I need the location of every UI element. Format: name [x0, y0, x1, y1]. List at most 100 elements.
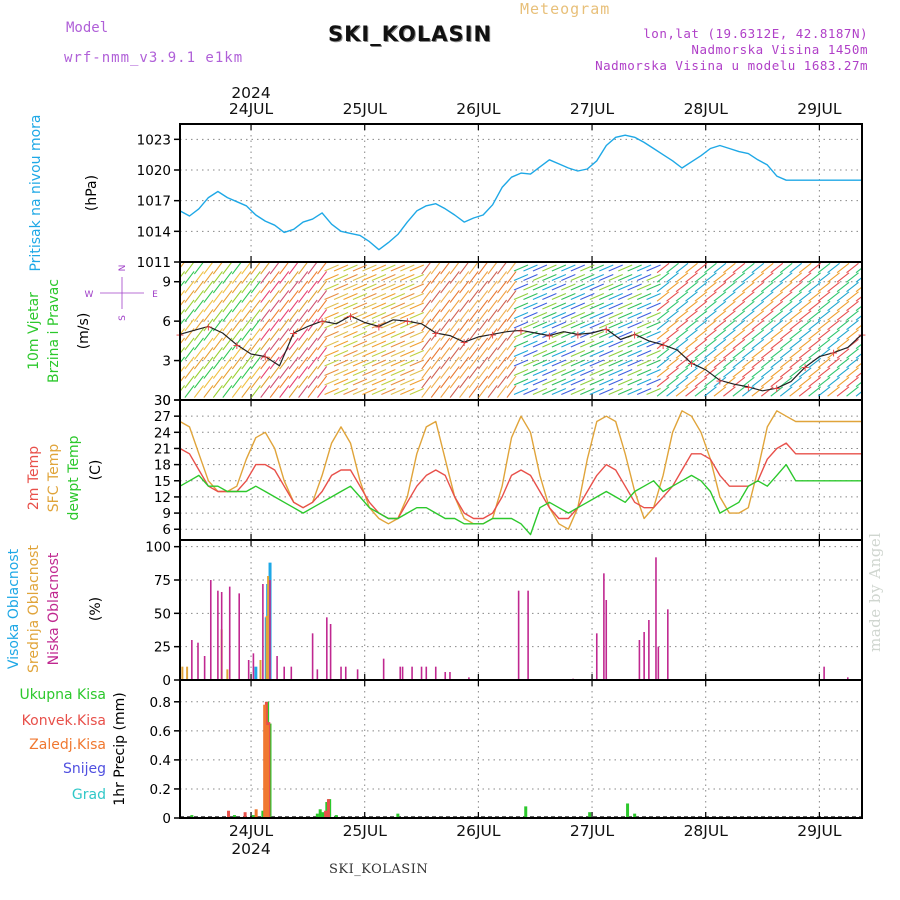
wind-barb — [269, 366, 280, 379]
wind-barb — [212, 280, 223, 294]
wind-barb — [808, 310, 821, 321]
wind-gust-mark: + — [772, 382, 781, 395]
wind-barb — [704, 291, 717, 302]
wind-barb — [742, 367, 755, 378]
wind-barb — [333, 330, 349, 339]
precip-legend-item: Grad — [72, 787, 106, 803]
wind-barb — [675, 357, 689, 369]
wind-barb — [551, 264, 567, 272]
compass-south-label: S — [118, 315, 128, 321]
wind-barb — [836, 262, 850, 274]
wind-barb — [608, 273, 623, 282]
wind-barb — [288, 299, 299, 313]
wind-barb — [742, 262, 755, 274]
y-tick-label: 100 — [145, 540, 171, 556]
wind-barb — [241, 337, 252, 351]
wind-barb — [352, 378, 368, 386]
wind-barb — [222, 290, 233, 303]
wind-barb — [561, 359, 576, 367]
wind-barb — [789, 367, 803, 378]
wind-barb — [269, 337, 280, 351]
wind-barb — [685, 291, 698, 302]
precip-axis-title: 1hr Precip (mm) — [112, 692, 128, 805]
wind-barb — [732, 310, 746, 321]
wind-barb — [666, 329, 679, 340]
wind-barb — [617, 330, 633, 339]
wind-barb — [333, 359, 349, 367]
wind-barb — [333, 311, 349, 320]
wind-barb — [599, 349, 614, 358]
y-tick-label: 3 — [162, 354, 171, 370]
wind-barb — [449, 385, 460, 398]
wind-barb — [855, 376, 862, 388]
wind-barb — [250, 290, 261, 303]
wind-barb — [381, 292, 396, 301]
elevation-label: Nadmorska Visina 1450m — [691, 42, 868, 57]
wind-barb — [203, 366, 214, 379]
wind-barb — [317, 318, 328, 332]
precip-legend-item: Ukupna Kisa — [19, 687, 106, 703]
wind-barb — [713, 281, 727, 293]
precip-total-bar — [626, 803, 630, 818]
wind-barb — [298, 375, 309, 389]
wind-barb — [487, 299, 498, 313]
y-tick-label: 0.6 — [150, 724, 171, 740]
wind-barb — [542, 368, 557, 377]
wind-barb — [808, 272, 821, 283]
temp-axis-title-2m: 2m Temp — [26, 446, 42, 510]
wind-barb — [551, 273, 567, 282]
wind-barb — [542, 340, 557, 348]
wind-barb — [400, 378, 415, 386]
wind-barb — [627, 283, 642, 291]
wind-barb — [808, 281, 821, 293]
y-tick-label: 0.4 — [150, 753, 171, 769]
wind-barb — [789, 291, 803, 302]
wind-barb — [343, 302, 358, 310]
precip-total-bar — [633, 813, 637, 818]
wind-barb — [827, 281, 840, 293]
top-year-label: 2024 — [231, 84, 270, 102]
wind-barb — [506, 290, 517, 303]
wind-gust-mark: + — [630, 328, 639, 341]
wind-barb — [666, 386, 679, 397]
wind-barb — [608, 292, 623, 301]
footer-station-label: SKI_KOLASIN — [329, 862, 429, 877]
wind-barb — [260, 299, 271, 313]
wind-barb — [561, 273, 576, 282]
wind-barb — [203, 337, 214, 351]
compass-west-label: W — [85, 290, 94, 300]
wind-barb — [317, 375, 328, 389]
y-tick-label: 9 — [162, 275, 171, 291]
wind-barb — [599, 368, 614, 377]
wind-barb — [381, 302, 396, 310]
wind-barb — [390, 292, 406, 301]
wind-barb — [260, 347, 271, 360]
wind-barb — [430, 347, 441, 360]
wind-barb — [608, 264, 623, 272]
wind-barb — [817, 338, 831, 350]
wind-barb — [193, 318, 204, 332]
wind-barb — [459, 271, 470, 284]
wind-barb — [770, 262, 784, 274]
wind-barb — [288, 290, 299, 303]
wind-barb — [589, 387, 604, 396]
wind-barb — [656, 300, 670, 312]
wind-barb — [636, 283, 652, 291]
wind-barb — [449, 366, 460, 379]
precip-total-bar — [190, 815, 194, 818]
wind-barb — [400, 340, 415, 348]
wind-barb — [381, 387, 396, 396]
wind-barb — [675, 319, 689, 331]
wind-barb — [269, 299, 280, 313]
wind-barb — [203, 385, 214, 398]
wind-barb — [409, 292, 425, 301]
wind-barb — [440, 366, 451, 379]
wind-gust-mark: + — [658, 339, 667, 352]
wind-barb — [836, 291, 850, 302]
wind-barb — [636, 349, 652, 358]
wind-barb — [362, 349, 377, 358]
wind-barb — [279, 262, 290, 275]
wind-barb — [617, 387, 633, 396]
wind-barb — [798, 291, 812, 302]
wind-barb — [390, 368, 406, 377]
